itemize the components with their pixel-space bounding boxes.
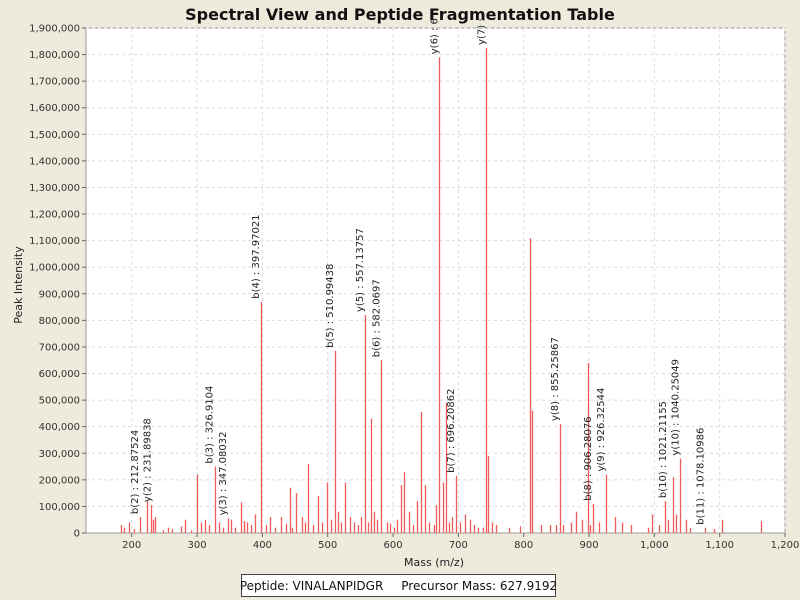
- y-tick-label: 1,300,000: [29, 183, 80, 194]
- y-tick-label: 500,000: [39, 396, 80, 407]
- x-tick-label: 600: [383, 540, 402, 551]
- x-tick-label: 700: [449, 540, 468, 551]
- peak-annotation: b(3) : 326.9104: [205, 386, 216, 464]
- y-tick-label: 1,100,000: [29, 236, 80, 247]
- y-tick-label: 400,000: [39, 422, 80, 433]
- y-tick-label: 1,000,000: [29, 263, 80, 274]
- peaks: [120, 47, 763, 533]
- peak-annotation: b(2) : 212.87524: [130, 430, 141, 514]
- peak-annotation: b(7) : 696.20862: [446, 389, 457, 473]
- axes: 0 100,000 200,000 300,000 400,000 500,000 600,…: [29, 24, 799, 552]
- peak-annotation: b(6) : 582.0697: [371, 279, 382, 357]
- peak-annotations: b(2) : 212.87524 y(2) : 231.89838 b(3) : 3…: [130, 18, 706, 525]
- peak-annotation: y(8) : 855.25867: [550, 337, 561, 421]
- y-tick-label: 0: [74, 529, 80, 540]
- legend: Peptide: VINALANPIDGR Precursor Mass: 62…: [239, 574, 558, 597]
- peak-annotation: y(9) : 926.32544: [596, 388, 607, 472]
- y-tick-label: 1,500,000: [29, 130, 80, 141]
- peak-annotation: b(4) : 397.97021: [251, 214, 262, 298]
- plot-area: [85, 27, 786, 534]
- x-axis-label: Mass (m/z): [404, 556, 464, 569]
- x-tick-label: 1,100: [705, 540, 734, 551]
- legend-precursor-mass: Precursor Mass: 627.9192: [401, 578, 558, 593]
- peak-annotation: y(5) : 557.13757: [355, 228, 366, 312]
- y-tick-label: 100,000: [39, 502, 80, 513]
- y-tick-label: 1,400,000: [29, 156, 80, 167]
- y-tick-label: 1,200,000: [29, 210, 80, 221]
- x-tick-label: 1,200: [771, 540, 800, 551]
- y-tick-label: 1,800,000: [29, 50, 80, 61]
- y-tick-label: 700,000: [39, 342, 80, 353]
- y-tick-label: 600,000: [39, 369, 80, 380]
- y-tick-label: 1,900,000: [29, 24, 80, 35]
- y-tick-label: 1,700,000: [29, 77, 80, 88]
- grid: [86, 27, 786, 533]
- peak-annotation: b(10) : 1021.21155: [658, 401, 669, 498]
- x-tick-label: 500: [318, 540, 337, 551]
- peak-annotation: y(10) : 1040.25049: [671, 359, 682, 456]
- peak-annotation: b(5) : 510.99438: [325, 264, 336, 348]
- y-axis-label: Peak Intensity: [12, 246, 25, 324]
- y-tick-label: 800,000: [39, 316, 80, 327]
- peak-annotation: y(6) : 6: [429, 18, 440, 54]
- y-tick-label: 200,000: [39, 475, 80, 486]
- y-tick-label: 1,600,000: [29, 103, 80, 114]
- peak-annotation: b(11) : 1078.10986: [695, 428, 706, 525]
- y-tick-label: 900,000: [39, 289, 80, 300]
- x-tick-label: 1,000: [640, 540, 669, 551]
- peak-annotation: y(2) : 231.89838: [143, 418, 154, 502]
- x-tick-label: 900: [579, 540, 598, 551]
- peak-annotation: y(7) :: [476, 18, 487, 45]
- y-tick-label: 300,000: [39, 449, 80, 460]
- x-tick-label: 300: [188, 540, 207, 551]
- peak-annotation: b(8) : 906.28076: [583, 416, 594, 500]
- peak-annotation: y(3) : 347.08032: [218, 431, 229, 515]
- legend-peptide: Peptide: VINALANPIDGR: [239, 578, 384, 593]
- chart-title: Spectral View and Peptide Fragmentation …: [185, 5, 615, 24]
- x-tick-label: 800: [514, 540, 533, 551]
- x-tick-label: 200: [122, 540, 141, 551]
- x-tick-label: 400: [253, 540, 272, 551]
